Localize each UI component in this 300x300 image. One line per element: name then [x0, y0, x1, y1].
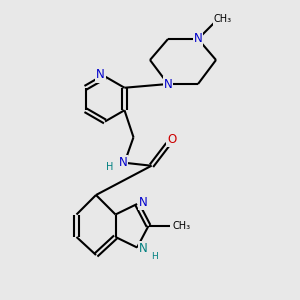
- Text: CH₃: CH₃: [214, 14, 232, 25]
- Text: N: N: [118, 156, 127, 169]
- Text: N: N: [139, 242, 148, 256]
- Text: N: N: [139, 196, 148, 209]
- Text: N: N: [164, 77, 172, 91]
- Text: N: N: [96, 68, 105, 82]
- Text: O: O: [167, 133, 176, 146]
- Text: N: N: [194, 32, 202, 46]
- Text: CH₃: CH₃: [172, 221, 190, 231]
- Text: H: H: [106, 162, 114, 172]
- Text: H: H: [151, 252, 158, 261]
